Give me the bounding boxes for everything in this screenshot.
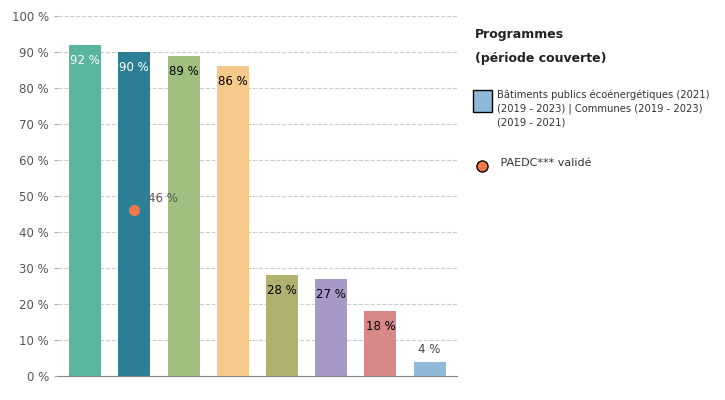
Bar [266,275,298,376]
Text: 27 %: 27 % [316,288,346,301]
Text: 18 %: 18 % [365,320,395,333]
Bar [118,52,150,376]
Text: 28 %: 28 % [267,284,297,297]
Text: Programmes: Programmes [475,28,564,41]
Bar [167,56,199,376]
Bar [217,66,249,376]
Text: Bâtiments publics écoénergétiques (2021)
(2019 - 2023) | Communes (2019 - 2023)
: Bâtiments publics écoénergétiques (2021)… [497,90,709,127]
Bar [414,362,446,376]
Text: PAEDC*** validé: PAEDC*** validé [497,158,591,168]
Bar [365,311,397,376]
Text: 46 %: 46 % [148,192,178,205]
Text: 4 %: 4 % [418,343,441,356]
Text: 90 %: 90 % [120,61,149,74]
Bar [69,45,101,376]
Text: 89 %: 89 % [169,64,199,78]
Text: 86 %: 86 % [218,75,248,88]
Text: 92 %: 92 % [70,54,100,67]
Bar [315,279,347,376]
Text: (période couverte): (période couverte) [475,52,606,65]
